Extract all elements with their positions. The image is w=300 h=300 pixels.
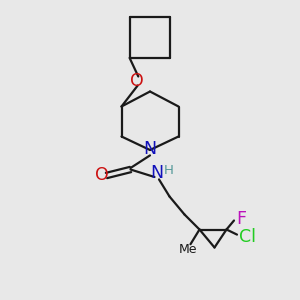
Text: N: N <box>143 140 157 158</box>
Text: N: N <box>150 164 164 182</box>
Text: Me: Me <box>178 243 197 256</box>
Text: F: F <box>236 210 246 228</box>
Text: Cl: Cl <box>239 228 256 246</box>
Text: O: O <box>130 72 143 90</box>
Text: H: H <box>164 164 174 178</box>
Text: O: O <box>95 167 109 184</box>
